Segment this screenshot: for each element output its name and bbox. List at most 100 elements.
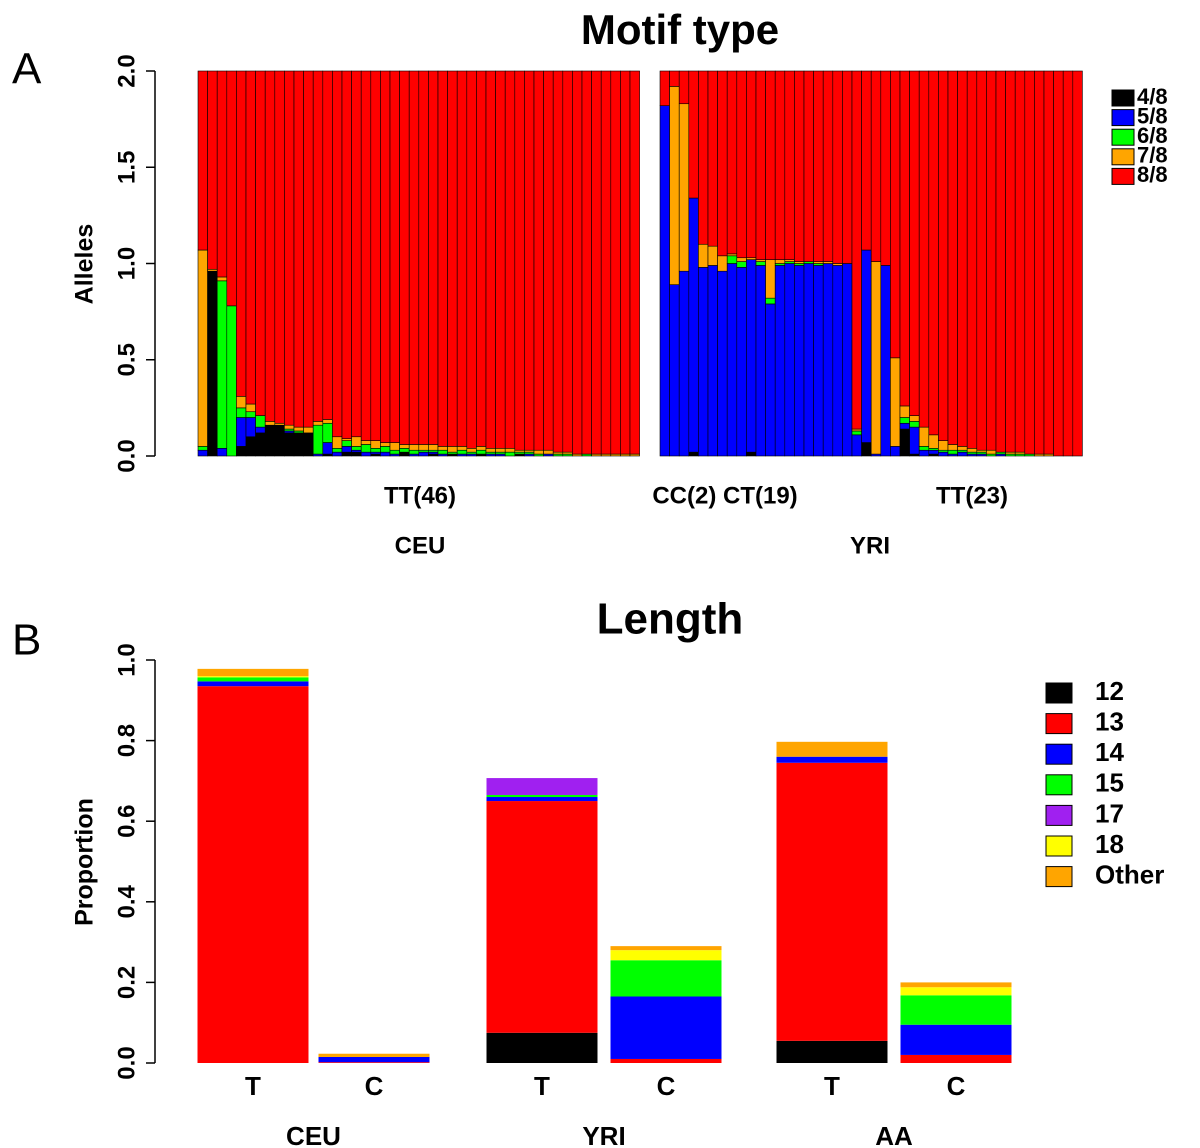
legend-swatch: [1045, 835, 1073, 857]
bar-segment: [303, 432, 314, 457]
bar-segment: [938, 451, 949, 457]
bar-segment: [600, 70, 612, 455]
bar-segment: [1062, 70, 1074, 457]
bar-segment: [591, 70, 602, 455]
legend-label: 4/8: [1137, 84, 1168, 109]
bar-segment: [207, 70, 218, 270]
legend-swatch: [1111, 148, 1135, 166]
bar-segment: [900, 1054, 1012, 1063]
bar-segment: [957, 446, 968, 451]
bar-segment: [707, 265, 718, 457]
y-axis-label: Alleles: [71, 224, 99, 305]
chart-title: Motif type: [581, 6, 779, 53]
bar-segment: [909, 70, 920, 416]
bar-segment: [610, 996, 722, 1059]
bar-segment: [1034, 70, 1045, 455]
bar-segment: [803, 263, 814, 457]
bar-segment: [1005, 70, 1016, 453]
bar-segment: [678, 270, 690, 457]
legend-label: 15: [1095, 768, 1124, 798]
bar-segment: [197, 686, 309, 1063]
x-tick-label: C: [947, 1071, 966, 1101]
bar-segment: [485, 447, 496, 453]
bar-segment: [486, 778, 598, 796]
bar-segment: [794, 70, 805, 262]
bar-segment: [976, 70, 987, 451]
bar-segment: [380, 70, 391, 443]
bar-segment: [784, 70, 795, 260]
legend-swatch: [1045, 866, 1073, 888]
bar-segment: [765, 303, 776, 457]
bar-segment: [476, 70, 487, 447]
bar-segment: [408, 444, 420, 451]
bar-segment: [842, 263, 853, 457]
bar-segment: [341, 70, 352, 439]
legend-label: 17: [1095, 798, 1124, 828]
bar-segment: [581, 70, 592, 455]
bar-segment: [900, 1024, 1012, 1055]
facet-name: YRI: [850, 532, 890, 559]
bar-segment: [284, 70, 295, 426]
bar-segment: [380, 442, 391, 447]
bar-segment: [437, 449, 448, 455]
bar-segment: [351, 451, 362, 457]
bar-segment: [293, 426, 304, 432]
x-tick-label: T: [824, 1071, 840, 1101]
bar-segment: [813, 265, 824, 457]
bar-segment: [418, 70, 429, 445]
bar-segment: [861, 70, 872, 251]
legend-swatch: [1111, 167, 1135, 185]
bar-segment: [360, 440, 372, 445]
bar-segment: [303, 426, 314, 434]
bar-segment: [765, 259, 776, 299]
bar-segment: [351, 70, 362, 438]
bar-segment: [370, 70, 381, 441]
bar-segment: [784, 263, 795, 457]
bar-segment: [370, 440, 381, 449]
bar-segment: [389, 449, 400, 455]
bar-segment: [774, 70, 786, 260]
bar-segment: [274, 424, 285, 457]
bar-segment: [918, 70, 930, 428]
bar-segment: [332, 436, 343, 449]
bar-segment: [245, 436, 256, 457]
bar-segment: [870, 70, 882, 262]
legend-swatch: [1045, 713, 1073, 735]
legend-label: 18: [1095, 829, 1124, 859]
bar-segment: [495, 70, 506, 449]
bar-segment: [688, 70, 699, 199]
bar-segment: [755, 70, 766, 260]
bar-segment: [870, 261, 882, 455]
bar-segment: [197, 449, 208, 457]
bar-segment: [351, 436, 362, 447]
bar-segment: [928, 449, 939, 455]
bar-segment: [918, 426, 930, 447]
x-tick-label: C: [365, 1071, 384, 1101]
bar-segment: [947, 444, 958, 451]
bar-segment: [341, 440, 352, 447]
bar-segment: [669, 70, 680, 87]
bar-segment: [255, 70, 266, 416]
group-label: YRI: [582, 1121, 625, 1148]
bar-segment: [360, 70, 372, 441]
bar-segment: [774, 265, 786, 457]
bar-segment: [610, 946, 722, 951]
bar-segment: [447, 446, 458, 453]
bar-segment: [318, 1053, 430, 1057]
bar-segment: [707, 70, 718, 247]
bar-segment: [504, 451, 516, 457]
bar-segment: [332, 447, 343, 453]
legend-label: Other: [1095, 859, 1164, 889]
bar-segment: [197, 677, 309, 682]
bar-segment: [456, 446, 468, 451]
bar-segment: [236, 446, 247, 457]
bar-segment: [255, 426, 266, 434]
bar-segment: [197, 446, 208, 451]
y-tick-label: 0.6: [113, 805, 140, 838]
bar-segment: [957, 70, 968, 447]
bar-segment: [966, 447, 978, 453]
bar-segment: [755, 261, 766, 266]
x-tick-label: T: [245, 1071, 261, 1101]
bar-segment: [629, 70, 640, 455]
bar-segment: [466, 70, 477, 449]
